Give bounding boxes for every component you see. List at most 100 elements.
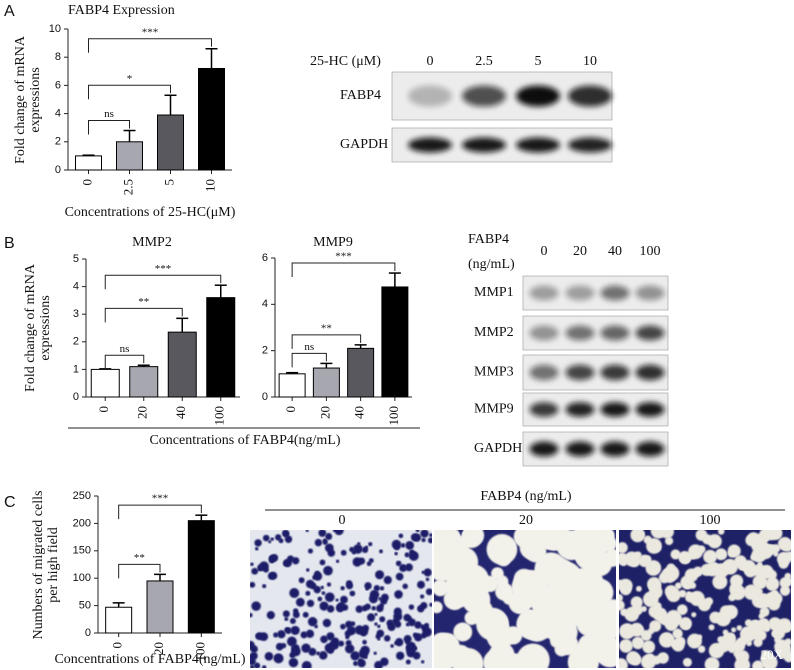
micrograph-cell bbox=[420, 660, 425, 664]
bar bbox=[187, 520, 215, 634]
y-tick-label: 50 bbox=[79, 600, 91, 612]
micrograph-cell bbox=[773, 551, 779, 557]
significance-label: ns bbox=[120, 343, 130, 355]
bar bbox=[129, 366, 159, 398]
micrograph-cell bbox=[373, 651, 377, 655]
micrograph-cell bbox=[704, 657, 720, 668]
micrograph-cell bbox=[743, 584, 760, 600]
significance-label: *** bbox=[152, 493, 169, 505]
micrograph-cell bbox=[766, 544, 777, 555]
micrograph-cell bbox=[377, 624, 381, 629]
micrograph-cell bbox=[259, 632, 269, 642]
micrograph-cell bbox=[374, 612, 378, 616]
micrograph-cell bbox=[398, 533, 404, 539]
y-axis-label: Fold change of mRNA expressions bbox=[13, 36, 43, 164]
blot-band bbox=[408, 85, 452, 107]
micrograph-cell bbox=[671, 638, 685, 652]
micrograph-cell bbox=[326, 632, 335, 641]
significance-label: *** bbox=[155, 263, 172, 275]
micrograph-cell bbox=[688, 544, 703, 560]
micrograph-cell bbox=[321, 591, 326, 595]
micrograph-cell bbox=[556, 530, 587, 561]
micrograph-cell bbox=[728, 633, 735, 640]
micrograph-cell bbox=[685, 591, 696, 603]
micrograph-cell bbox=[367, 613, 376, 622]
x-tick-label: 20 bbox=[317, 406, 332, 419]
blot-band bbox=[565, 285, 595, 301]
micrograph-cell bbox=[534, 563, 556, 585]
micrograph-cell bbox=[357, 659, 366, 668]
micrograph-cell bbox=[718, 550, 727, 559]
micrograph-cell bbox=[653, 607, 668, 622]
blot-band bbox=[565, 402, 595, 417]
micrograph-cell bbox=[513, 530, 536, 548]
bar bbox=[167, 331, 197, 398]
micrograph-cell bbox=[429, 533, 432, 538]
micrograph bbox=[619, 530, 791, 668]
micrograph-cell bbox=[408, 604, 415, 610]
significance-bracket bbox=[118, 563, 161, 579]
y-tick-label: 2 bbox=[262, 345, 268, 357]
micrograph-cell bbox=[453, 622, 473, 642]
blot-band bbox=[529, 285, 559, 301]
micrograph-cell bbox=[429, 602, 432, 607]
micrograph-cell bbox=[345, 635, 350, 640]
y-tick-label: 100 bbox=[73, 572, 91, 584]
micrograph-cell bbox=[670, 549, 681, 560]
micrograph-cell bbox=[740, 636, 749, 645]
micrograph-cell bbox=[273, 632, 279, 638]
micrograph-cell bbox=[345, 582, 354, 590]
y-tick-label: 0 bbox=[55, 164, 61, 176]
micrograph-cell bbox=[521, 611, 553, 642]
bar bbox=[312, 367, 340, 398]
micrograph-cell bbox=[678, 551, 692, 564]
micrograph-cell bbox=[761, 650, 768, 657]
micrograph-cell bbox=[261, 665, 267, 668]
micrograph-cell bbox=[417, 580, 425, 589]
micrograph-cell bbox=[312, 575, 317, 580]
micrograph-cell bbox=[393, 612, 403, 622]
micrograph-cell bbox=[671, 567, 677, 573]
y-tick-label: 0 bbox=[85, 627, 91, 639]
significance-label: *** bbox=[142, 26, 159, 38]
micrograph-cell bbox=[324, 592, 335, 603]
micrograph-cell bbox=[362, 632, 366, 636]
micrograph-cell bbox=[417, 605, 425, 613]
micrograph-cell bbox=[320, 635, 328, 644]
micrograph-cell bbox=[523, 586, 537, 600]
micrograph-cell bbox=[326, 605, 335, 613]
micrograph-cell bbox=[394, 641, 398, 645]
micrograph-cell bbox=[630, 530, 645, 543]
micrograph-cell bbox=[736, 625, 743, 631]
micrograph-cell bbox=[368, 594, 378, 604]
micrograph-cell bbox=[301, 661, 312, 668]
micrograph-cell bbox=[461, 530, 482, 548]
micrograph-cell bbox=[305, 590, 311, 596]
x-tick-label: 0 bbox=[283, 406, 298, 413]
y-tick-label: 3 bbox=[73, 308, 79, 320]
micrograph-cell bbox=[262, 534, 270, 542]
blot-band bbox=[565, 364, 595, 381]
micrograph-cell bbox=[322, 618, 332, 628]
micrograph-cell bbox=[729, 582, 743, 596]
blot-lane-label: 2.5 bbox=[475, 54, 493, 69]
micrograph-cell bbox=[504, 626, 523, 645]
micrograph-cell bbox=[629, 606, 638, 615]
micrograph-cell bbox=[619, 639, 633, 653]
micrograph-cell bbox=[405, 640, 410, 645]
blot-band bbox=[462, 137, 506, 153]
micrograph-cell bbox=[291, 647, 301, 657]
blot-row-label: FABP4 bbox=[340, 88, 381, 103]
micrograph-cell bbox=[250, 562, 254, 567]
micrograph-cell bbox=[250, 612, 253, 618]
micrograph-cell bbox=[624, 551, 640, 567]
significance-label: ns bbox=[104, 108, 114, 120]
micrograph-cell bbox=[394, 590, 403, 599]
y-tick-label: 150 bbox=[73, 545, 91, 557]
micrograph-cell bbox=[377, 637, 381, 641]
y-tick-label: 200 bbox=[73, 517, 91, 529]
micrograph-cell bbox=[727, 544, 741, 558]
significance-label: *** bbox=[335, 251, 352, 263]
micrograph-cell bbox=[305, 530, 309, 533]
